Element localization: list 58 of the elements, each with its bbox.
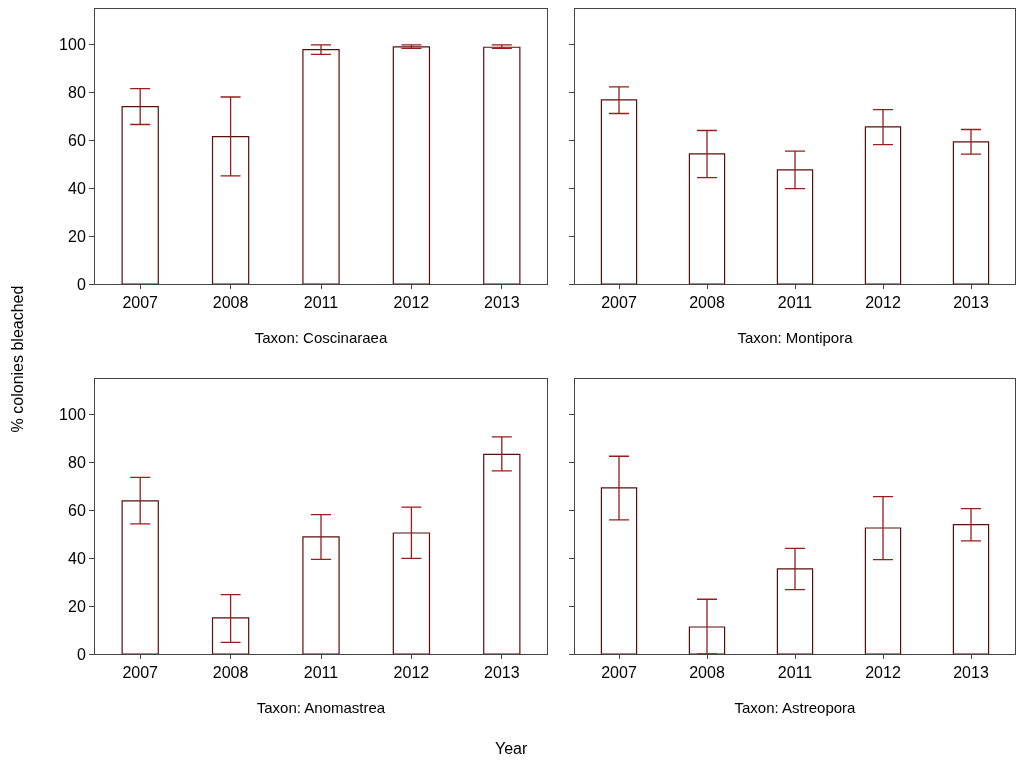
y-tick-label: 0	[76, 645, 86, 663]
bar	[121, 500, 159, 654]
x-tick-label: 2008	[212, 294, 249, 312]
bar	[688, 153, 726, 284]
bar	[952, 141, 990, 284]
bar	[776, 568, 814, 654]
y-axis-title: % colonies bleached	[9, 284, 27, 435]
y-tick-label: 40	[68, 179, 86, 197]
x-tick-label: 2011	[777, 294, 813, 312]
bar	[600, 99, 638, 284]
x-tick-label: 2013	[484, 294, 520, 312]
bar	[776, 169, 814, 284]
bar	[392, 532, 431, 654]
y-tick-label: 20	[68, 597, 86, 615]
bar	[952, 524, 990, 654]
y-tick-label: 0	[76, 275, 86, 293]
x-axis-title: Year	[495, 740, 528, 758]
x-tick-label: 2007	[122, 294, 159, 312]
y-tick-label: 80	[68, 454, 86, 472]
bar	[864, 527, 902, 654]
bar	[302, 49, 340, 284]
y-tick-label: 60	[68, 502, 86, 520]
bar	[688, 626, 726, 654]
x-tick-label: 2013	[953, 664, 989, 682]
x-tick-label: 2011	[303, 294, 339, 312]
y-tick-label: 100	[59, 406, 86, 424]
x-tick-label: 2013	[953, 294, 989, 312]
x-tick-label: 2012	[865, 664, 901, 682]
bar	[302, 536, 340, 654]
y-tick-label: 100	[59, 36, 86, 54]
y-tick-label: 40	[68, 549, 86, 567]
y-tick-label: 60	[68, 132, 86, 150]
x-tick-label: 2007	[601, 664, 637, 682]
x-tick-label: 2012	[393, 294, 430, 312]
bar	[483, 46, 521, 284]
bar	[211, 617, 250, 654]
text: Taxon: Montipora	[737, 329, 854, 347]
bar	[211, 136, 250, 284]
bar	[392, 46, 431, 284]
text: Taxon: Coscinaraea	[254, 329, 388, 347]
bar	[121, 105, 159, 284]
text: Taxon: Astreopora	[734, 699, 857, 717]
bar	[864, 126, 902, 284]
y-tick-label: 80	[68, 84, 86, 102]
x-tick-label: 2008	[689, 294, 725, 312]
x-tick-label: 2012	[865, 294, 901, 312]
x-tick-label: 2008	[212, 664, 249, 682]
text: Taxon: Anomastrea	[256, 699, 386, 717]
x-tick-label: 2011	[777, 664, 813, 682]
x-tick-label: 2012	[393, 664, 430, 682]
bar	[483, 453, 521, 654]
x-tick-label: 2007	[601, 294, 637, 312]
x-tick-label: 2008	[689, 664, 725, 682]
x-tick-label: 2011	[303, 664, 339, 682]
x-tick-label: 2007	[122, 664, 159, 682]
bar	[600, 487, 638, 654]
y-tick-label: 20	[68, 227, 86, 245]
x-tick-label: 2013	[484, 664, 520, 682]
